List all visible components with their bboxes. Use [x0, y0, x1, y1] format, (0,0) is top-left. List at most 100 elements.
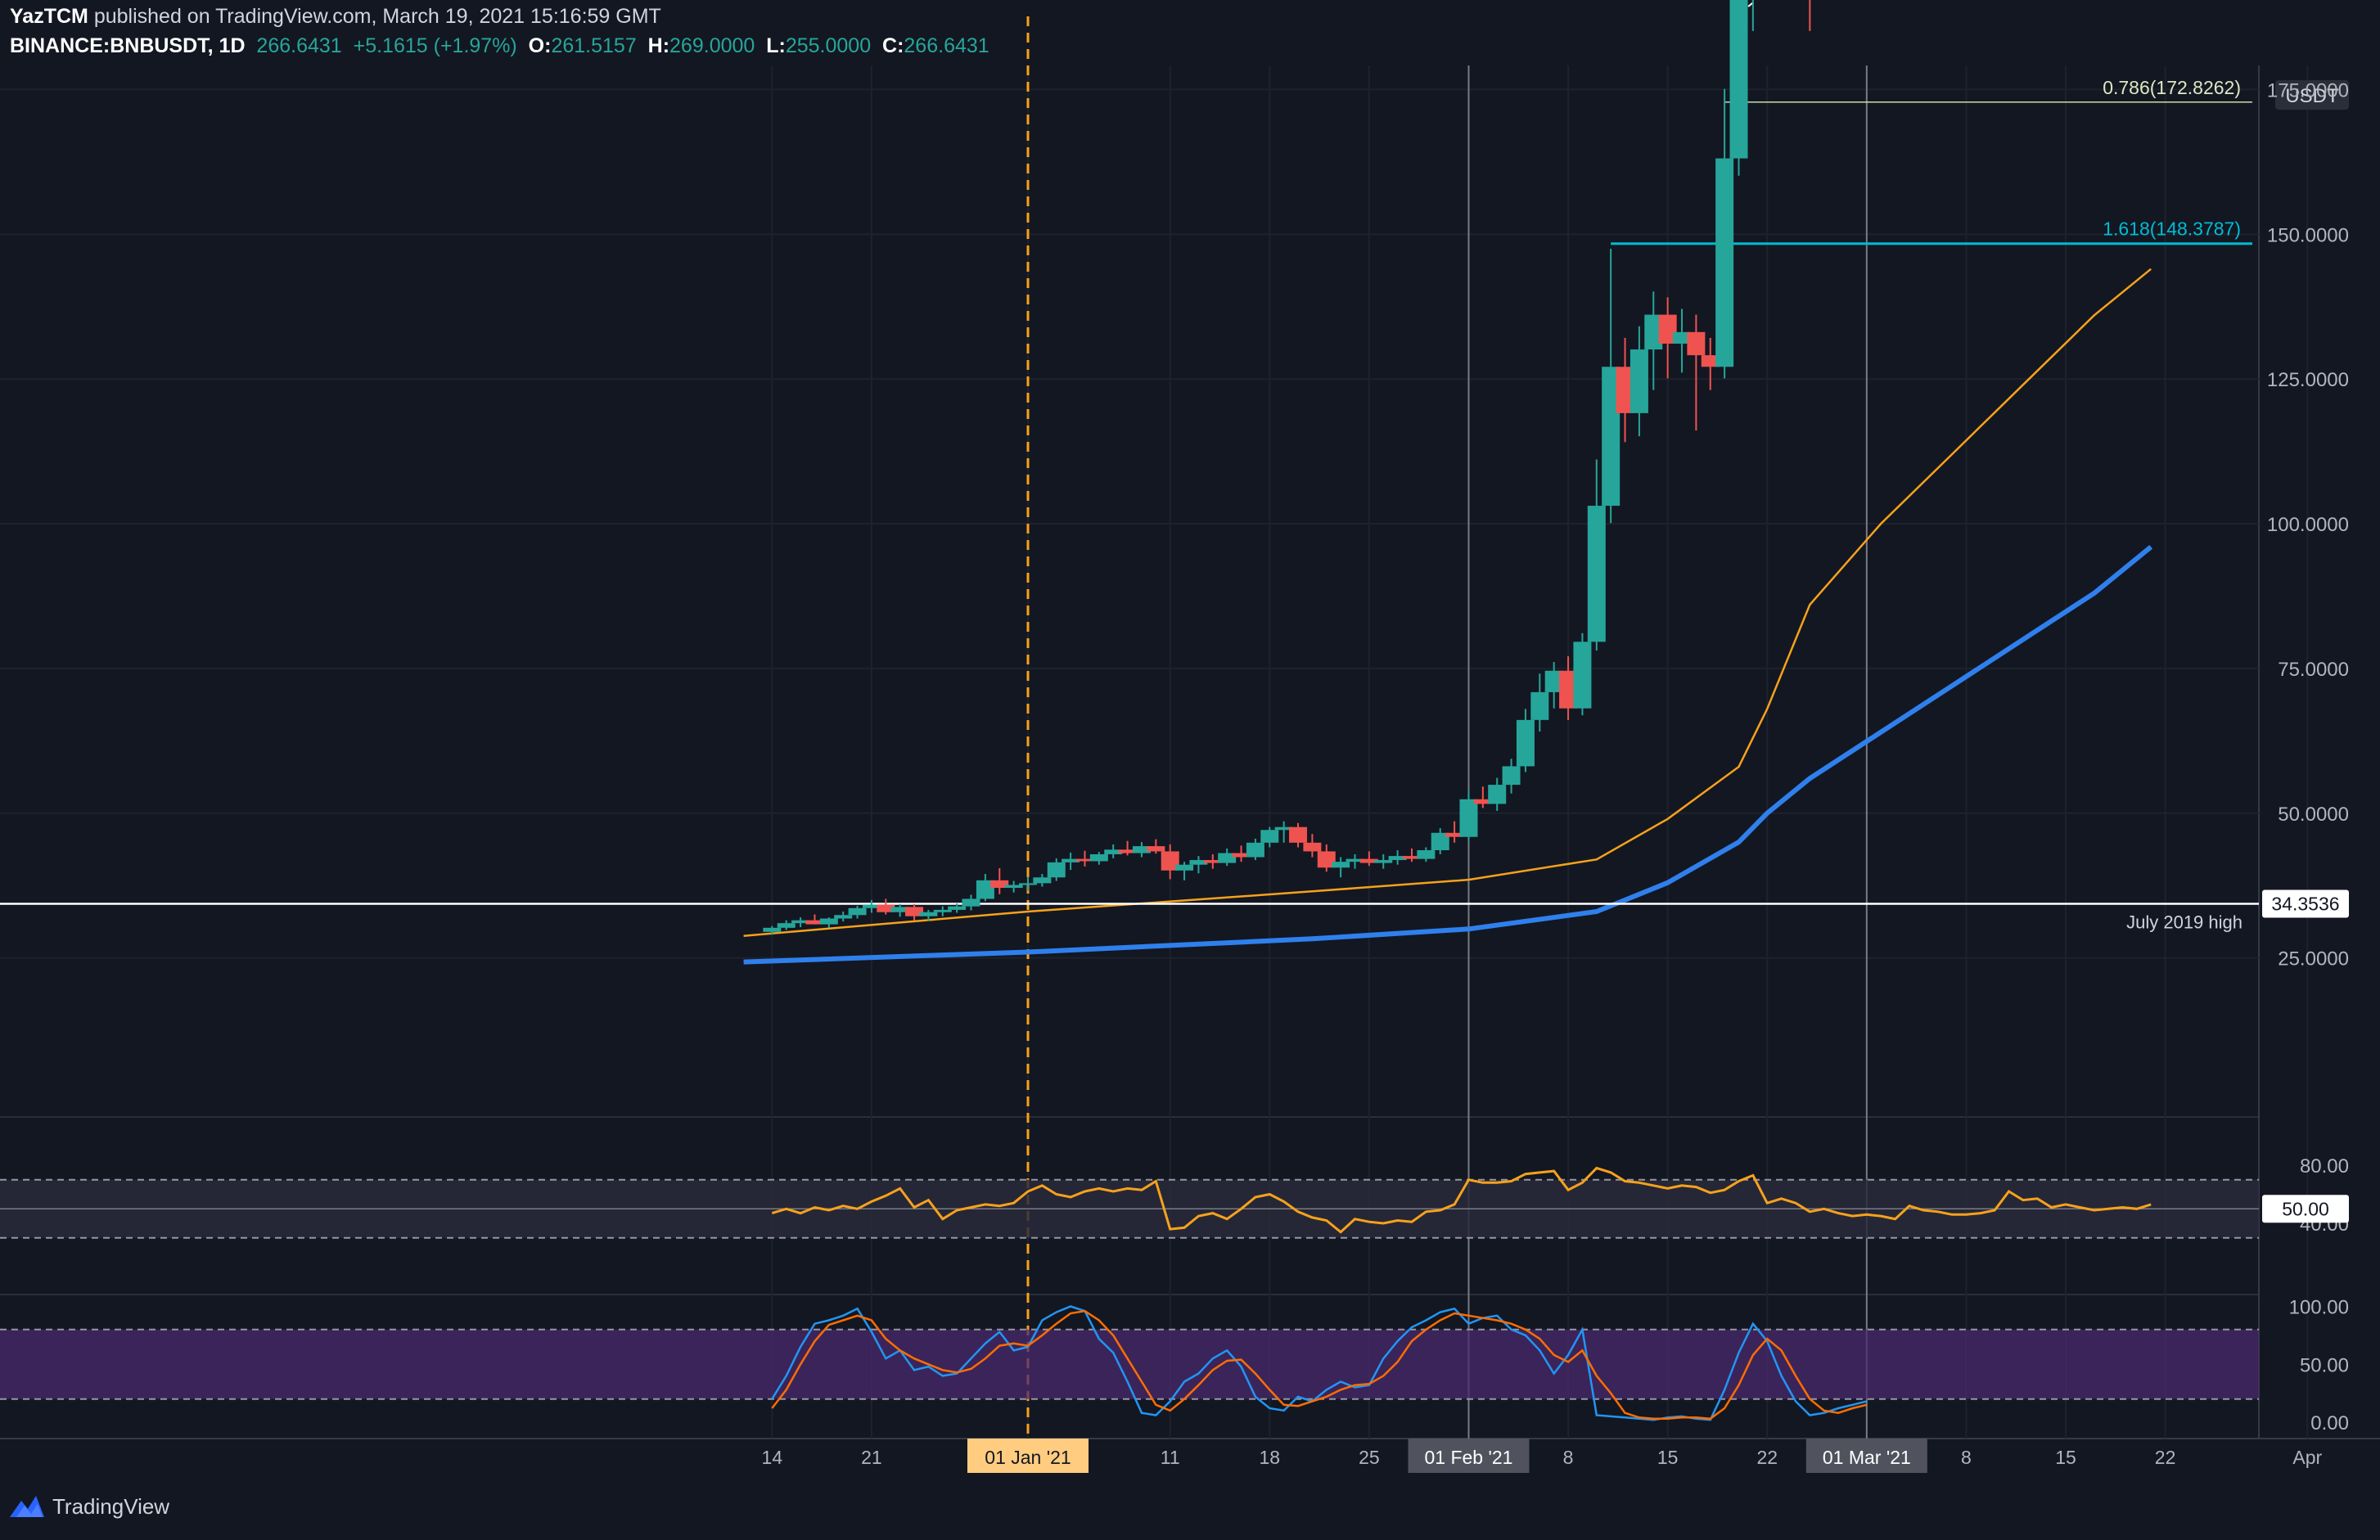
candle-body: [1715, 158, 1734, 367]
time-tick-label: 01 Jan '21: [985, 1447, 1071, 1468]
candle-body: [1673, 331, 1692, 344]
stoch-rsi-panel[interactable]: [0, 1305, 2259, 1421]
time-tick-label: Apr: [2292, 1447, 2322, 1468]
time-tick-label: 15: [2055, 1447, 2076, 1468]
candle-body: [1629, 349, 1648, 413]
candle-body: [1104, 849, 1123, 854]
time-tick-label: 14: [762, 1447, 783, 1468]
rsi-value-box: [2262, 1195, 2349, 1223]
moving-average-line: [743, 544, 2153, 965]
candle-body: [1658, 314, 1677, 344]
candle-body: [1544, 670, 1563, 692]
publish-info: YazTCM published on TradingView.com, Mar…: [10, 5, 661, 29]
candle-body: [777, 923, 796, 928]
candle-body: [1431, 832, 1449, 851]
candle-body: [1332, 862, 1350, 868]
stoch-line: [771, 1309, 1868, 1421]
rsi-line: [771, 1166, 2152, 1234]
candle-body: [1161, 851, 1179, 871]
candle-body: [1175, 864, 1194, 871]
candle-body: [905, 907, 924, 916]
candle-body: [1203, 860, 1222, 863]
candle-body: [933, 909, 952, 912]
time-marker-box: [1805, 1439, 1927, 1473]
rsi-tick-label: 80.00: [2300, 1155, 2349, 1178]
time-marker-box: [1408, 1439, 1530, 1473]
tradingview-footer[interactable]: TradingView: [8, 1493, 169, 1520]
time-tick-label: 22: [1756, 1447, 1778, 1468]
candle-body: [1516, 719, 1535, 767]
candle-body: [1502, 766, 1521, 786]
time-tick-label: 11: [1161, 1447, 1180, 1468]
candle-body: [1459, 799, 1478, 837]
last-price: 266.6431: [256, 34, 342, 57]
candle-body: [1303, 842, 1322, 852]
candle-body: [1488, 785, 1507, 804]
stoch-tick-label: 0.00: [2310, 1412, 2349, 1434]
candle-body: [948, 906, 967, 910]
publisher-name[interactable]: YazTCM: [10, 5, 88, 28]
candle-body: [1047, 862, 1066, 878]
candle-body: [1189, 860, 1208, 865]
candle-body: [1118, 849, 1137, 853]
candle-body: [1075, 858, 1094, 862]
published-text: published on TradingView.com, March 19, …: [93, 5, 661, 28]
price-marker-label: 34.3536: [2271, 893, 2339, 914]
candle-body: [1246, 842, 1264, 858]
time-tick-label: 18: [1259, 1447, 1280, 1468]
candle-body: [1346, 858, 1364, 862]
candle-body: [976, 880, 994, 899]
candle-body: [791, 920, 810, 924]
time-tick-label: 01 Mar '21: [1823, 1447, 1911, 1468]
rsi-value-label: 50.00: [2282, 1198, 2329, 1219]
open-value: 261.5157: [551, 34, 637, 57]
currency-label-box: [2275, 80, 2349, 110]
high-label: H:: [647, 34, 670, 57]
time-marker-box: [967, 1439, 1089, 1473]
candle-body: [877, 904, 895, 912]
candle-body: [990, 880, 1009, 889]
candle-body: [1616, 367, 1634, 413]
candle-body: [1089, 853, 1108, 862]
candle-body: [862, 904, 881, 908]
stoch-tick-label: 50.00: [2300, 1354, 2349, 1376]
candle-body: [848, 907, 867, 916]
candle-body: [1374, 860, 1393, 863]
fib-level-label: 1.618(148.3787): [2103, 218, 2241, 240]
close-label: C:: [882, 34, 904, 57]
price-panel[interactable]: USDT July 2019 high1.414(466.2430)1.414(…: [0, 0, 2349, 965]
candle-body: [1559, 670, 1578, 709]
open-label: O:: [528, 34, 552, 57]
candle-body: [805, 920, 824, 925]
time-tick-label: 8: [1961, 1447, 1972, 1468]
candle-body: [1033, 877, 1052, 884]
candle-body: [834, 915, 853, 919]
candle-body: [1317, 851, 1336, 868]
candle-body: [1602, 367, 1620, 507]
symbol-legend: BINANCE:BNBUSDT, 1D 266.6431 +5.1615 (+1…: [10, 34, 989, 58]
candle-body: [890, 907, 909, 912]
candle-body: [1701, 355, 1720, 367]
candle-body: [1019, 883, 1037, 885]
rsi-panel[interactable]: [0, 1166, 2259, 1239]
candle-body: [1402, 856, 1421, 859]
candle-body: [1359, 858, 1378, 863]
axes: 25.000050.000075.0000100.0000125.0000150…: [762, 79, 2349, 1473]
price-tick-label: 175.0000: [2267, 79, 2349, 101]
candle-body: [1473, 799, 1492, 804]
candle-body: [1388, 856, 1407, 861]
high-value: 269.0000: [669, 34, 755, 57]
stoch-tick-label: 100.00: [2289, 1297, 2349, 1319]
brand-name: TradingView: [52, 1493, 170, 1519]
candle-body: [1147, 846, 1165, 852]
price-tick-label: 100.0000: [2267, 514, 2349, 536]
symbol-name[interactable]: BINANCE:BNBUSDT, 1D: [10, 34, 246, 57]
candle-body: [1587, 506, 1606, 642]
candle-body: [919, 912, 938, 916]
time-tick-label: 22: [2155, 1447, 2176, 1468]
price-tick-label: 25.0000: [2278, 948, 2349, 970]
price-tick-label: 125.0000: [2267, 369, 2349, 391]
candle-body: [1417, 850, 1436, 859]
time-tick-label: 15: [1657, 1447, 1679, 1468]
